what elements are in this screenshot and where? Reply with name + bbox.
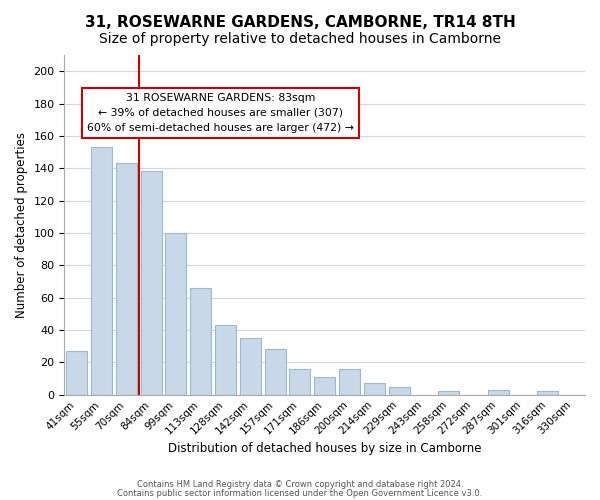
Bar — [190, 288, 211, 395]
Bar — [389, 386, 410, 394]
Bar — [91, 147, 112, 394]
Bar — [488, 390, 509, 394]
Y-axis label: Number of detached properties: Number of detached properties — [15, 132, 28, 318]
Text: 31 ROSEWARNE GARDENS: 83sqm
← 39% of detached houses are smaller (307)
60% of se: 31 ROSEWARNE GARDENS: 83sqm ← 39% of det… — [87, 93, 354, 132]
Text: Contains HM Land Registry data © Crown copyright and database right 2024.: Contains HM Land Registry data © Crown c… — [137, 480, 463, 489]
Bar — [364, 384, 385, 394]
Bar — [314, 377, 335, 394]
Bar — [438, 392, 459, 394]
Bar — [140, 172, 162, 394]
Text: 31, ROSEWARNE GARDENS, CAMBORNE, TR14 8TH: 31, ROSEWARNE GARDENS, CAMBORNE, TR14 8T… — [85, 15, 515, 30]
Bar — [116, 164, 137, 394]
Text: Contains public sector information licensed under the Open Government Licence v3: Contains public sector information licen… — [118, 489, 482, 498]
Bar — [289, 369, 310, 394]
Bar — [240, 338, 261, 394]
Bar — [537, 392, 559, 394]
Bar — [265, 350, 286, 395]
Bar — [66, 351, 88, 395]
Bar — [166, 233, 187, 394]
Text: Size of property relative to detached houses in Camborne: Size of property relative to detached ho… — [99, 32, 501, 46]
Bar — [215, 325, 236, 394]
X-axis label: Distribution of detached houses by size in Camborne: Distribution of detached houses by size … — [168, 442, 481, 455]
Bar — [339, 369, 360, 394]
